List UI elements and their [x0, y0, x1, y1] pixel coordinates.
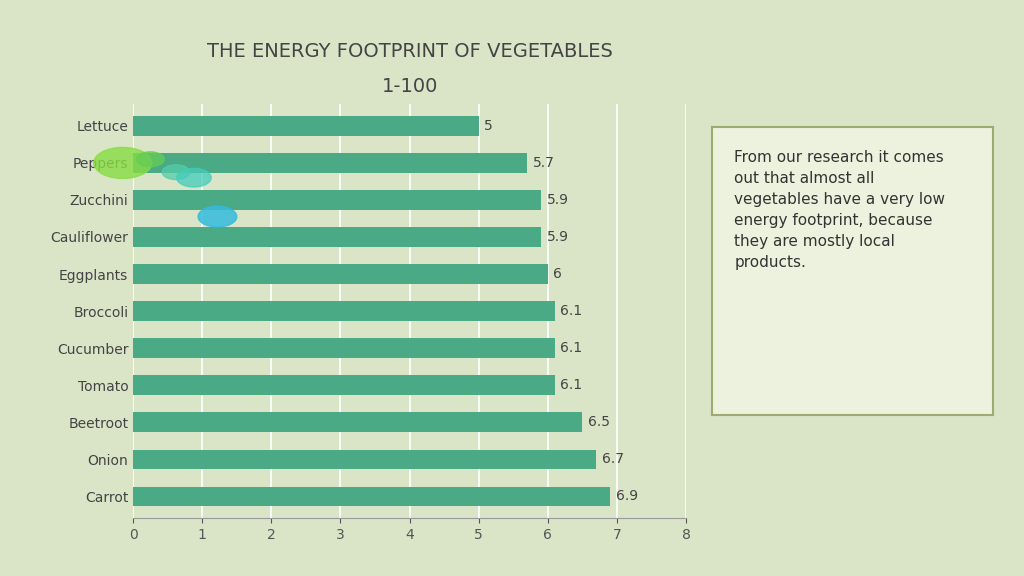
Text: 6.1: 6.1	[560, 378, 583, 392]
Text: 6.1: 6.1	[560, 341, 583, 355]
Text: THE ENERGY FOOTPRINT OF VEGETABLES: THE ENERGY FOOTPRINT OF VEGETABLES	[207, 43, 612, 61]
Text: From our research it comes
out that almost all
vegetables have a very low
energy: From our research it comes out that almo…	[734, 150, 945, 270]
Text: 6.1: 6.1	[560, 304, 583, 318]
Circle shape	[177, 169, 211, 187]
Bar	[133, 339, 555, 358]
Text: 6.7: 6.7	[602, 452, 624, 466]
Text: 5.9: 5.9	[547, 230, 568, 244]
Bar	[133, 487, 610, 506]
Text: 5.7: 5.7	[532, 156, 555, 170]
Bar	[133, 301, 555, 321]
Text: 1-100: 1-100	[381, 77, 438, 96]
Bar	[133, 228, 541, 247]
Circle shape	[94, 147, 152, 179]
Bar	[133, 190, 541, 210]
Circle shape	[136, 152, 164, 166]
Bar	[133, 116, 479, 135]
Circle shape	[198, 206, 237, 227]
Bar	[133, 449, 596, 469]
Bar	[133, 376, 555, 395]
Bar	[133, 153, 527, 173]
Text: 6: 6	[553, 267, 562, 281]
Text: 6.9: 6.9	[615, 489, 638, 503]
Text: 5: 5	[484, 119, 493, 133]
Bar	[133, 264, 548, 283]
Bar	[133, 412, 583, 432]
Text: 6.5: 6.5	[588, 415, 610, 429]
Text: 5.9: 5.9	[547, 193, 568, 207]
Circle shape	[162, 165, 189, 180]
